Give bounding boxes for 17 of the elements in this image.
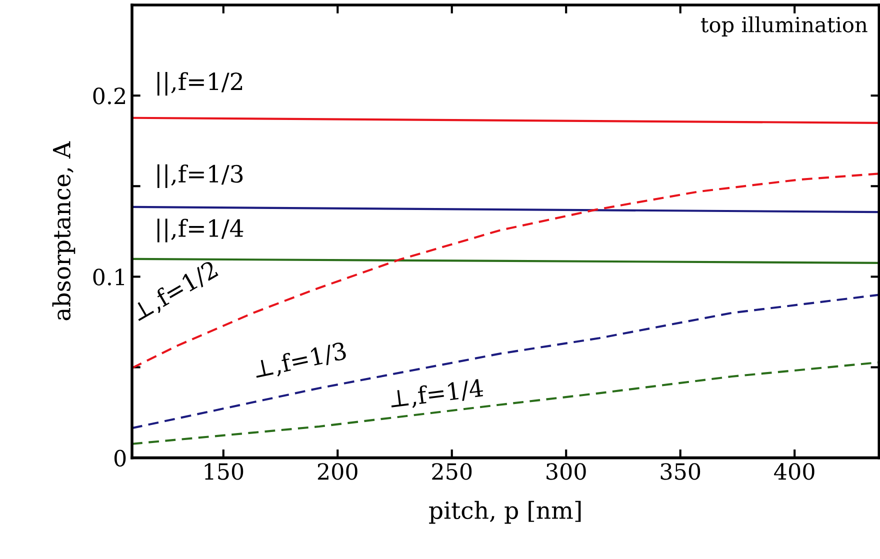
text: ⊥,f=1/3: [252, 341, 348, 381]
series-label: ||,f=1/3: [157, 164, 243, 188]
y-tick-label: 0: [114, 450, 126, 467]
x-tick-label: 250: [432, 463, 472, 480]
x-tick-label: 400: [774, 463, 814, 480]
x-tick-label: 300: [546, 463, 586, 480]
y-tick-label: 0.1: [93, 268, 124, 286]
x-tick-label: 200: [318, 463, 358, 480]
x-axis-title: pitch, p [nm]: [429, 500, 581, 524]
series-label: ||,f=1/2: [157, 72, 242, 96]
x-tick-label: 350: [660, 463, 700, 480]
series-label: ||,f=1/4: [157, 218, 244, 242]
y-tick-label: 0.2: [93, 88, 125, 104]
x-tick-label: 150: [204, 463, 244, 480]
annotation: top illumination: [700, 16, 868, 37]
y-axis-title: absorptance, A: [52, 141, 76, 320]
text: ⊥,f=1/4: [389, 378, 484, 411]
